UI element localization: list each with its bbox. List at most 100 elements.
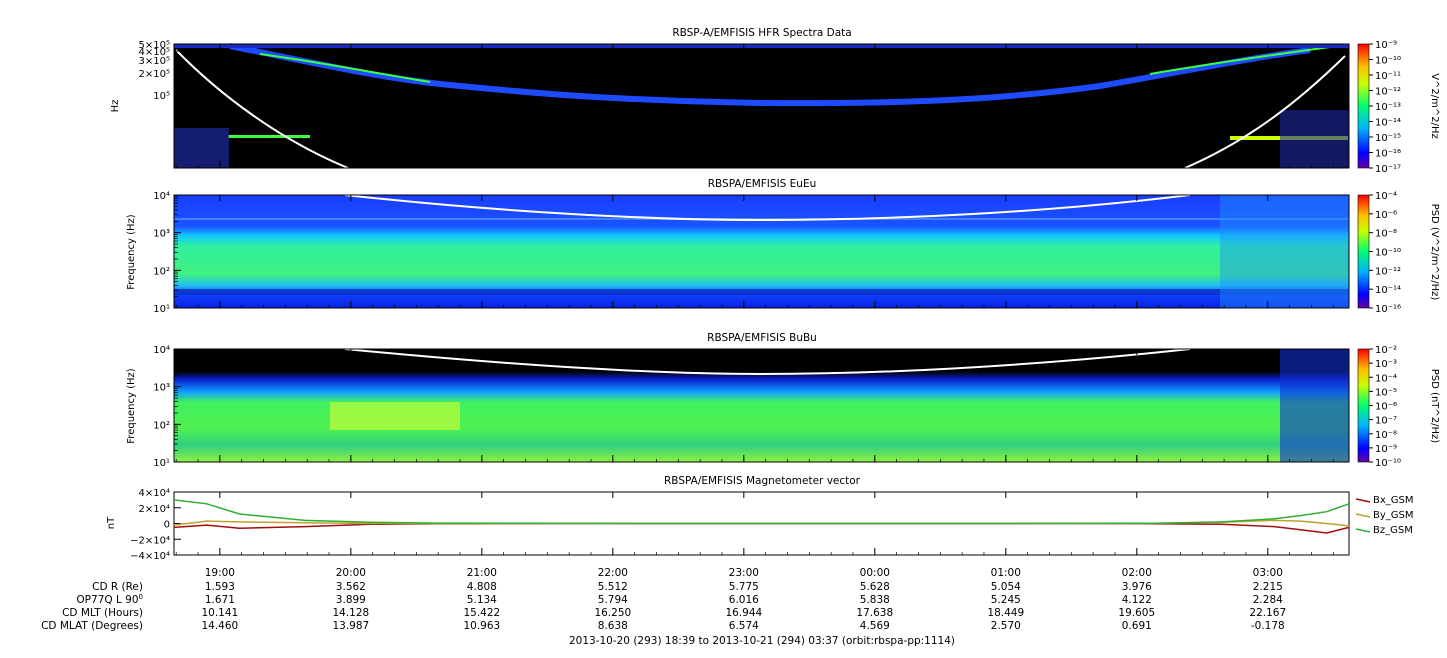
y-tick-label: 10⁵: [153, 91, 170, 102]
time-tick-label: 00:00: [860, 567, 890, 579]
y-tick-label: −2×10⁴: [130, 535, 170, 546]
time-tick-label: 21:00: [467, 567, 497, 579]
eueu-colorbar-label: PSD (V^2/m^2/Hz): [1429, 204, 1440, 301]
y-tick-label: 0: [164, 520, 170, 531]
ephemeris-value: 5.512: [598, 581, 628, 593]
hfr-title: RBSP-A/EMFISIS HFR Spectra Data: [672, 27, 851, 39]
y-tick-label: −4×10⁴: [130, 551, 170, 562]
eueu-colorbar: [1357, 194, 1370, 309]
colorbar-tick-label: 10⁻⁹: [1375, 444, 1397, 455]
legend-label: Bz_GSM: [1373, 525, 1413, 536]
ephemeris-value: 5.794: [598, 594, 628, 606]
ephemeris-value: 17.638: [856, 607, 893, 619]
y-tick-label: 10³: [153, 229, 170, 240]
y-tick-label: 10²: [153, 420, 170, 431]
ephemeris-value: 18.449: [987, 607, 1024, 619]
y-tick-label: 4×10⁴: [139, 488, 170, 499]
colorbar-tick-label: 10⁻²: [1375, 345, 1397, 356]
colorbar-tick-label: 10⁻⁶: [1375, 210, 1397, 221]
hfr-colorbar: [1357, 43, 1370, 169]
colorbar-tick-label: 10⁻¹⁴: [1375, 118, 1401, 129]
y-tick-label: 2×10⁵: [139, 69, 170, 80]
colorbar-tick-label: 10⁻³: [1375, 359, 1397, 370]
colorbar-tick-label: 10⁻¹⁶: [1375, 304, 1401, 315]
legend-label: By_GSM: [1373, 510, 1414, 521]
mag-title: RBSPA/EMFISIS Magnetometer vector: [664, 475, 861, 487]
hfr-narrowband-left: [228, 135, 310, 138]
hfr-emission-band: [229, 43, 1311, 107]
mag-legend: Bx_GSM By_GSM Bz_GSM: [1355, 495, 1414, 536]
hfr-panel: RBSP-A/EMFISIS HFR Spectra Data 5×10⁵4×1…: [110, 27, 1440, 175]
ephemeris-value: 2.570: [991, 620, 1021, 632]
eueu-title: RBSPA/EMFISIS EuEu: [708, 178, 817, 190]
hfr-lowfreq-noise-left: [174, 128, 229, 168]
colorbar-tick-label: 10⁻¹⁵: [1375, 133, 1401, 144]
ephemeris-value: 3.562: [336, 581, 366, 593]
y-tick-label: 10⁴: [153, 345, 170, 356]
bubu-colorbar-ticks: 10⁻² 10⁻³ 10⁻⁴ 10⁻⁵ 10⁻⁶ 10⁻⁷ 10⁻⁸ 10⁻⁹ 10⁻¹⁰: [1369, 345, 1401, 469]
colorbar-tick-label: 10⁻⁵: [1375, 387, 1397, 398]
y-tick-label: 2×10⁴: [139, 504, 170, 515]
colorbar-tick-label: 10⁻¹⁷: [1375, 164, 1401, 175]
y-tick-label: 10³: [153, 383, 170, 394]
legend-swatch: [1355, 498, 1371, 503]
legend-label: Bx_GSM: [1373, 495, 1414, 506]
y-tick-label: 4×10⁵: [139, 47, 170, 58]
eueu-panel: RBSPA/EMFISIS EuEu 10⁴ 10³ 10² 10¹ Frequenc…: [126, 178, 1440, 315]
ephemeris-value: 5.134: [467, 594, 497, 606]
bubu-colorbar-label: PSD (nT^2/Hz): [1429, 369, 1440, 443]
ephemeris-value: 8.638: [598, 620, 628, 632]
hfr-white-trace-left: [175, 49, 349, 169]
legend-swatch: [1355, 513, 1371, 518]
colorbar-tick-label: 10⁻¹⁰: [1375, 248, 1401, 259]
eueu-colorbar-ticks: 10⁻⁴ 10⁻⁶ 10⁻⁸ 10⁻¹⁰ 10⁻¹² 10⁻¹⁴ 10⁻¹⁶: [1369, 191, 1401, 315]
mag-y-ticks: 4×10⁴ 2×10⁴ 0 −2×10⁴ −4×10⁴: [130, 488, 181, 562]
colorbar-tick-label: 10⁻¹⁴: [1375, 285, 1401, 296]
bubu-yellow-patch: [330, 402, 460, 430]
time-tick-label: 20:00: [336, 567, 366, 579]
series-bz-gsm: [173, 499, 1350, 525]
ephemeris-value: 22.167: [1249, 607, 1286, 619]
eueu-right-noise: [1220, 195, 1349, 308]
colorbar-tick-label: 10⁻¹³: [1375, 102, 1401, 113]
ephemeris-value: 3.899: [336, 594, 366, 606]
time-tick-label: 19:00: [205, 567, 235, 579]
ephemeris-value: 14.128: [332, 607, 369, 619]
bubu-panel: RBSPA/EMFISIS BuBu 10⁴ 10³ 10² 10¹ Frequenc…: [126, 332, 1440, 469]
colorbar-tick-label: 10⁻⁷: [1375, 416, 1397, 427]
y-tick-label: 10⁴: [153, 191, 170, 202]
hfr-white-trace-right: [1184, 55, 1346, 169]
eueu-white-trace: [344, 194, 1191, 222]
hfr-topband: [174, 44, 1349, 48]
ephemeris-value: 1.593: [205, 581, 235, 593]
ephemeris-value: 4.808: [467, 581, 497, 593]
ephemeris-value: 2.284: [1253, 594, 1283, 606]
colorbar-tick-label: 10⁻¹²: [1375, 87, 1401, 98]
ephemeris-row-label: CD MLT (Hours): [62, 607, 143, 619]
colorbar-tick-label: 10⁻¹⁰: [1375, 56, 1401, 67]
hfr-colorbar-label: V^2/m^2/Hz: [1429, 73, 1440, 139]
bubu-colorbar: [1357, 348, 1370, 463]
ephemeris-value: 5.245: [991, 594, 1021, 606]
ephemeris-value: 16.250: [594, 607, 631, 619]
ephemeris-row-label: OP77Q L 900: [76, 593, 143, 606]
colorbar-tick-label: 10⁻⁸: [1375, 229, 1397, 240]
bubu-y-ticks: 10⁴ 10³ 10² 10¹: [153, 345, 181, 469]
ephemeris-row-label: CD R (Re): [92, 581, 143, 593]
ephemeris-value: 4.569: [860, 620, 890, 632]
hfr-emission-core-right: [1149, 46, 1331, 75]
colorbar-tick-label: 10⁻¹²: [1375, 266, 1401, 277]
mag-panel: RBSPA/EMFISIS Magnetometer vector 4×10⁴ 2…: [106, 475, 1414, 562]
y-tick-label: 10²: [153, 266, 170, 277]
ephemeris-value: 5.775: [729, 581, 759, 593]
y-tick-label: 10¹: [153, 304, 170, 315]
colorbar-tick-label: 10⁻⁴: [1375, 191, 1397, 202]
ephemeris-value: 5.628: [860, 581, 890, 593]
time-tick-label: 03:00: [1253, 567, 1283, 579]
y-tick-label: 10¹: [153, 458, 170, 469]
ephemeris-value: 5.054: [991, 581, 1021, 593]
time-tick-label: 23:00: [729, 567, 759, 579]
time-ticks: [173, 43, 1350, 555]
colorbar-tick-label: 10⁻¹⁶: [1375, 149, 1401, 160]
mag-series: [173, 499, 1350, 534]
